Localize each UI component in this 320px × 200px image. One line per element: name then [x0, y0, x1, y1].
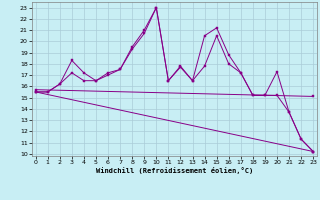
- X-axis label: Windchill (Refroidissement éolien,°C): Windchill (Refroidissement éolien,°C): [96, 167, 253, 174]
